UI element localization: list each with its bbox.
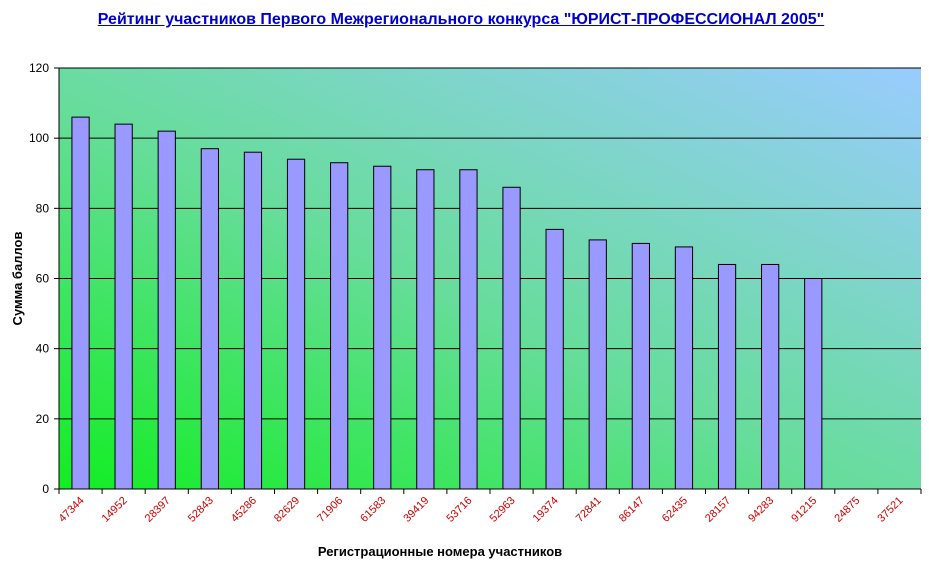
y-tick-label: 120 (29, 61, 49, 75)
x-tick-label: 28157 (703, 495, 733, 525)
x-tick-label: 39419 (401, 495, 431, 525)
x-tick-label: 24875 (832, 495, 862, 525)
bar (674, 246, 694, 490)
y-axis-label: Сумма баллов (10, 232, 25, 326)
bar (157, 130, 176, 490)
bar (588, 239, 607, 490)
x-tick-label: 62435 (660, 495, 690, 525)
bar (330, 162, 349, 490)
x-tick-label: 82629 (272, 495, 302, 525)
y-tick-label: 100 (29, 131, 49, 145)
x-tick-label: 19374 (531, 495, 561, 525)
y-tick-label: 80 (36, 201, 50, 215)
x-tick-label: 91215 (789, 495, 819, 525)
x-tick-label: 37521 (875, 495, 905, 525)
y-tick-label: 20 (36, 412, 50, 426)
x-tick-label: 53716 (444, 495, 474, 525)
y-tick-label: 60 (36, 272, 50, 286)
bar (373, 165, 392, 490)
x-tick-label: 86147 (617, 495, 647, 525)
bar (114, 123, 133, 490)
x-axis-label: Регистрационные номера участников (318, 544, 562, 559)
chart-title: Рейтинг участников Первого Межрегиональн… (97, 11, 825, 28)
bar (71, 116, 90, 490)
bar (545, 228, 564, 490)
x-tick-label: 14952 (100, 495, 130, 525)
x-tick-label: 52843 (186, 495, 216, 525)
bar (459, 169, 478, 490)
bars (71, 116, 823, 490)
bar (631, 242, 650, 490)
x-tick-label: 45286 (229, 495, 259, 525)
y-tick-labels: 0 20 40 60 80 100 120 (29, 61, 49, 496)
x-tick-label: 52963 (488, 495, 518, 525)
bar (286, 158, 306, 490)
bar (717, 263, 737, 490)
x-tick-label: 71906 (315, 495, 345, 525)
x-tick-label: 47344 (57, 495, 87, 525)
x-tick-label: 72841 (574, 495, 604, 525)
x-tick-label: 94283 (746, 495, 776, 525)
bar (502, 186, 521, 490)
bar (243, 151, 263, 490)
y-tick-label: 0 (42, 482, 49, 496)
x-tick-label: 28397 (143, 495, 173, 525)
bar (804, 278, 823, 490)
y-tick-label: 40 (36, 342, 50, 356)
bar (200, 148, 219, 490)
axes (54, 67, 922, 494)
bar (416, 169, 435, 490)
x-tick-label: 61583 (358, 495, 388, 525)
bar (761, 263, 780, 490)
x-tick-labels: 47344 14952 28397 52843 45286 82629 71906 61583… (57, 495, 906, 525)
